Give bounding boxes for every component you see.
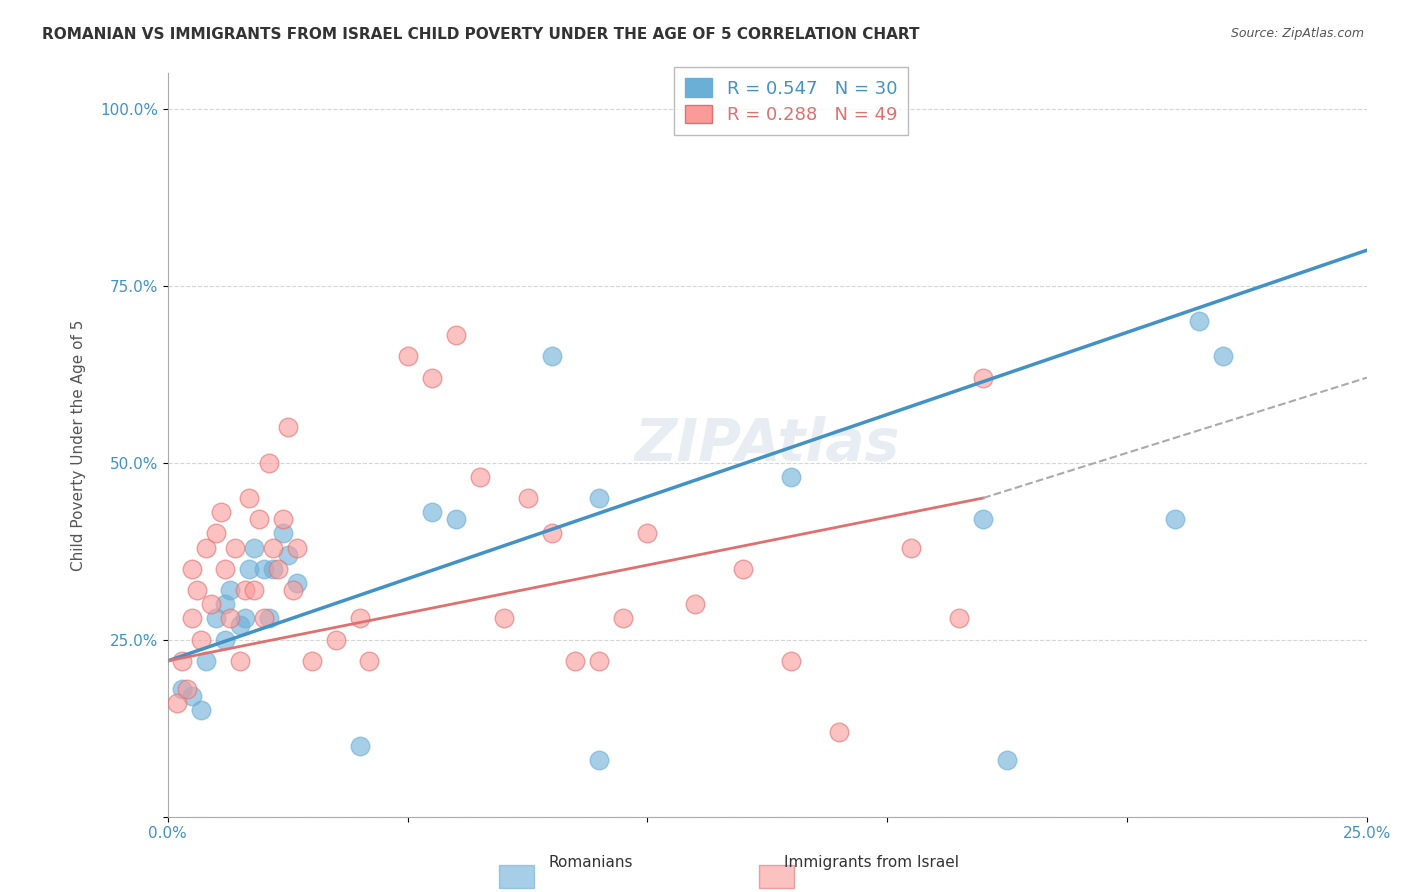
Point (253, 611, 276, 625)
Point (396, 350, 419, 364)
Point (267, 562, 290, 576)
Point (420, 505, 443, 519)
Point (262, 541, 284, 555)
Point (238, 562, 260, 576)
Point (243, 582, 266, 597)
Point (271, 526, 294, 541)
Point (180, 562, 202, 576)
Point (209, 505, 232, 519)
Point (214, 632, 236, 647)
Point (780, 469, 803, 483)
Point (180, 690, 202, 704)
Point (540, 526, 562, 541)
Point (233, 611, 256, 625)
Point (271, 512, 294, 526)
Point (262, 562, 284, 576)
Point (176, 682, 198, 697)
Point (900, 541, 922, 555)
Point (285, 576, 308, 591)
Point (349, 611, 371, 625)
Point (190, 703, 212, 717)
Point (195, 541, 218, 555)
Point (492, 611, 515, 625)
Point (180, 611, 202, 625)
Point (420, 370, 443, 384)
Legend: R = 0.547   N = 30, R = 0.288   N = 49: R = 0.547 N = 30, R = 0.288 N = 49 (675, 68, 908, 135)
Point (229, 618, 252, 632)
Point (200, 597, 222, 611)
Point (243, 541, 266, 555)
Point (564, 654, 586, 668)
Text: Source: ZipAtlas.com: Source: ZipAtlas.com (1230, 27, 1364, 40)
Point (277, 420, 299, 434)
Point (257, 456, 280, 470)
Point (540, 350, 562, 364)
Point (204, 611, 226, 625)
Point (204, 526, 226, 541)
Text: ZIPAtlas: ZIPAtlas (634, 417, 900, 474)
Point (214, 597, 236, 611)
Point (948, 611, 970, 625)
Point (588, 491, 610, 505)
Point (612, 611, 634, 625)
Point (186, 582, 208, 597)
Point (828, 724, 851, 739)
Point (516, 491, 538, 505)
Text: Romanians: Romanians (548, 855, 633, 870)
Point (229, 654, 252, 668)
Point (325, 632, 347, 647)
Point (166, 696, 188, 710)
Point (281, 582, 304, 597)
Point (257, 611, 280, 625)
Point (233, 582, 256, 597)
Point (588, 654, 610, 668)
Point (685, 597, 707, 611)
Point (224, 541, 246, 555)
Text: ROMANIAN VS IMMIGRANTS FROM ISRAEL CHILD POVERTY UNDER THE AGE OF 5 CORRELATION : ROMANIAN VS IMMIGRANTS FROM ISRAEL CHILD… (42, 27, 920, 42)
Point (219, 582, 242, 597)
Point (1164, 512, 1187, 526)
Point (214, 562, 236, 576)
Point (349, 739, 371, 753)
Point (1212, 350, 1234, 364)
Point (219, 611, 242, 625)
Point (995, 753, 1018, 767)
Point (172, 682, 194, 697)
Point (359, 654, 381, 668)
Point (733, 562, 755, 576)
Point (972, 370, 994, 384)
Point (190, 632, 212, 647)
Point (195, 654, 218, 668)
Point (444, 512, 467, 526)
Point (172, 654, 194, 668)
Point (636, 526, 658, 541)
Point (972, 512, 994, 526)
Point (468, 469, 491, 483)
Text: Immigrants from Israel: Immigrants from Israel (785, 855, 959, 870)
Point (588, 753, 610, 767)
Point (780, 654, 803, 668)
Point (301, 654, 323, 668)
Point (285, 541, 308, 555)
Y-axis label: Child Poverty Under the Age of 5: Child Poverty Under the Age of 5 (72, 319, 86, 571)
Point (253, 562, 276, 576)
Point (247, 512, 270, 526)
Point (1188, 314, 1211, 328)
Point (238, 491, 260, 505)
Point (444, 328, 467, 343)
Point (277, 548, 299, 562)
